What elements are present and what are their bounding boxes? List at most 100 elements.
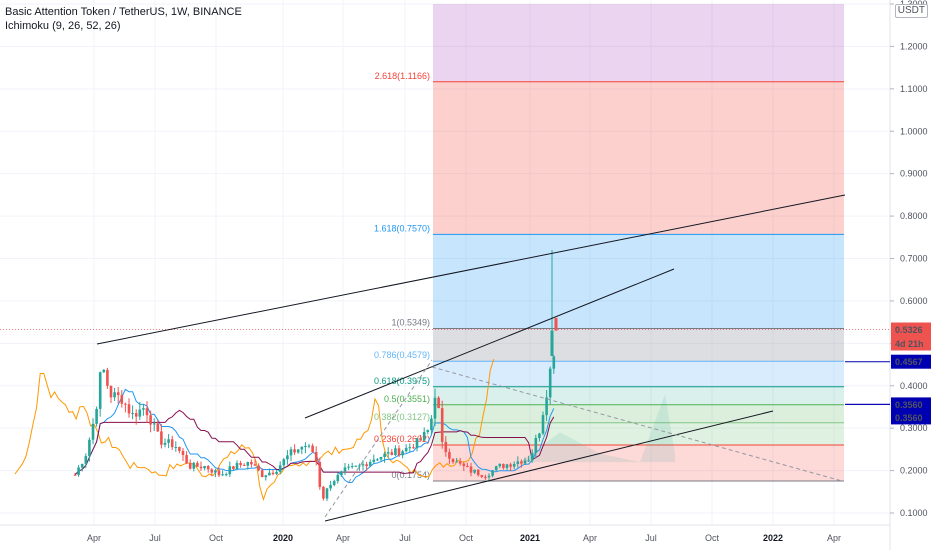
candle-body [412, 447, 415, 449]
indicator-label[interactable]: Ichimoku (9, 26, 52, 26) [5, 20, 121, 32]
candle-body [372, 459, 376, 462]
fib-level-label: 2.618(1.1166) [375, 71, 430, 81]
price-tick-label: 0.6000 [900, 296, 928, 306]
chart-legend: Basic Attention Token / TetherUS, 1W, BI… [5, 5, 242, 33]
candle-body [541, 415, 545, 434]
candle-body [336, 475, 340, 482]
candle-body [232, 466, 235, 470]
candle-body [538, 433, 541, 438]
fib-zone-top [433, 4, 844, 82]
price-tick-label: 1.1000 [900, 84, 928, 94]
price-tag: 0.3560 [895, 413, 923, 423]
price-tick-label: 0.4000 [900, 381, 928, 391]
candle-body [415, 438, 419, 449]
candle-body [181, 450, 185, 456]
candle-body [304, 446, 307, 448]
price-tick-label: 0.7000 [900, 254, 928, 264]
candle-body [178, 446, 181, 451]
candle-body [354, 465, 358, 467]
candle-body [516, 461, 520, 464]
candle-body [498, 464, 502, 467]
trendline-drawings[interactable] [96, 194, 846, 522]
price-axis-tags: 0.5326 4d 21h 0.4567 0.3560 0.3560 [845, 322, 931, 425]
candle-body [480, 475, 484, 477]
price-tick-label: 0.8000 [900, 211, 928, 221]
trendline [324, 410, 774, 522]
trendline [324, 359, 433, 518]
candle-body [487, 475, 491, 478]
candle-body [401, 451, 404, 456]
currency-badge[interactable]: USDT [894, 4, 928, 18]
fib-level-label: 1(0.5349) [391, 318, 430, 328]
time-tick-label: Apr [583, 533, 597, 543]
candle-body [142, 408, 145, 410]
candle-body [433, 397, 437, 419]
candle-body [278, 465, 282, 472]
time-tick-label: Apr [87, 533, 101, 543]
candle-body [422, 431, 426, 441]
bar-countdown-tag-bg [891, 336, 931, 351]
fib-level-label: 1.618(0.7570) [374, 223, 430, 233]
time-tick-label: Jul [645, 533, 657, 543]
candle-body [419, 438, 422, 441]
candle-body [473, 469, 476, 473]
candle-body [448, 452, 451, 459]
candle-body [116, 392, 120, 396]
candle-body [289, 449, 293, 456]
time-tick-label: Jul [149, 533, 161, 543]
candle-body [383, 453, 386, 458]
candle-body [552, 356, 556, 369]
trendline [304, 268, 675, 419]
candle-body [206, 466, 210, 470]
candle-body [484, 476, 487, 478]
base-line [74, 409, 555, 476]
candle-body [512, 463, 516, 467]
candle-body [390, 452, 394, 456]
candle-body [494, 466, 498, 471]
fib-level-label: 0.382(0.3127) [374, 412, 430, 422]
candle-body [430, 418, 433, 431]
candle-body [520, 461, 523, 464]
candle-body [361, 464, 365, 466]
price-tick-label: 1.2000 [900, 41, 928, 51]
price-axis[interactable]: 1.30001.20001.10001.00000.90000.80000.70… [889, 0, 928, 550]
candle-body [365, 464, 368, 467]
time-tick-label: 2020 [273, 533, 293, 543]
candle-body [84, 456, 88, 464]
symbol-title[interactable]: Basic Attention Token / TetherUS, 1W, BI… [5, 6, 242, 18]
time-tick-label: 2022 [763, 533, 783, 543]
candle-body [88, 439, 91, 457]
fib-level-label: 0(0.1754) [391, 470, 430, 480]
candle-body [242, 464, 246, 466]
candle-body [314, 451, 318, 463]
fib-zone [433, 361, 844, 387]
candle-body [235, 463, 239, 470]
last-price-tag: 0.5326 [895, 325, 923, 335]
candle-body [340, 471, 343, 476]
trendline [431, 366, 843, 482]
candle-body [451, 458, 455, 463]
time-axis[interactable]: Apr Jul Oct 2020 Apr Jul Oct 2021 Apr Jul Oct 2022 A… [0, 524, 890, 543]
candle-body [282, 459, 286, 466]
price-tick-label: 0.3000 [900, 423, 928, 433]
candle-body [138, 409, 142, 417]
candle-body [386, 452, 390, 454]
candle-body [444, 441, 448, 453]
fib-level-label: 0.236(0.2602) [374, 434, 430, 444]
candle-body [174, 446, 178, 448]
candle-body [458, 461, 462, 464]
candle-body [145, 408, 149, 416]
candle-body [120, 395, 124, 404]
candle-body [554, 317, 558, 331]
candle-body [358, 465, 361, 467]
candle-body [318, 462, 322, 487]
candle-body [548, 368, 552, 398]
candle-body [332, 481, 336, 485]
candle-body [260, 470, 264, 478]
candle-body [131, 413, 134, 415]
candle-body [134, 413, 138, 417]
fibonacci-extension[interactable]: 0(0.1754) 0.236(0.2602) 0.382(0.3127) 0.5(0… [0, 4, 890, 482]
candle-body [196, 462, 199, 467]
candle-body [124, 403, 127, 405]
